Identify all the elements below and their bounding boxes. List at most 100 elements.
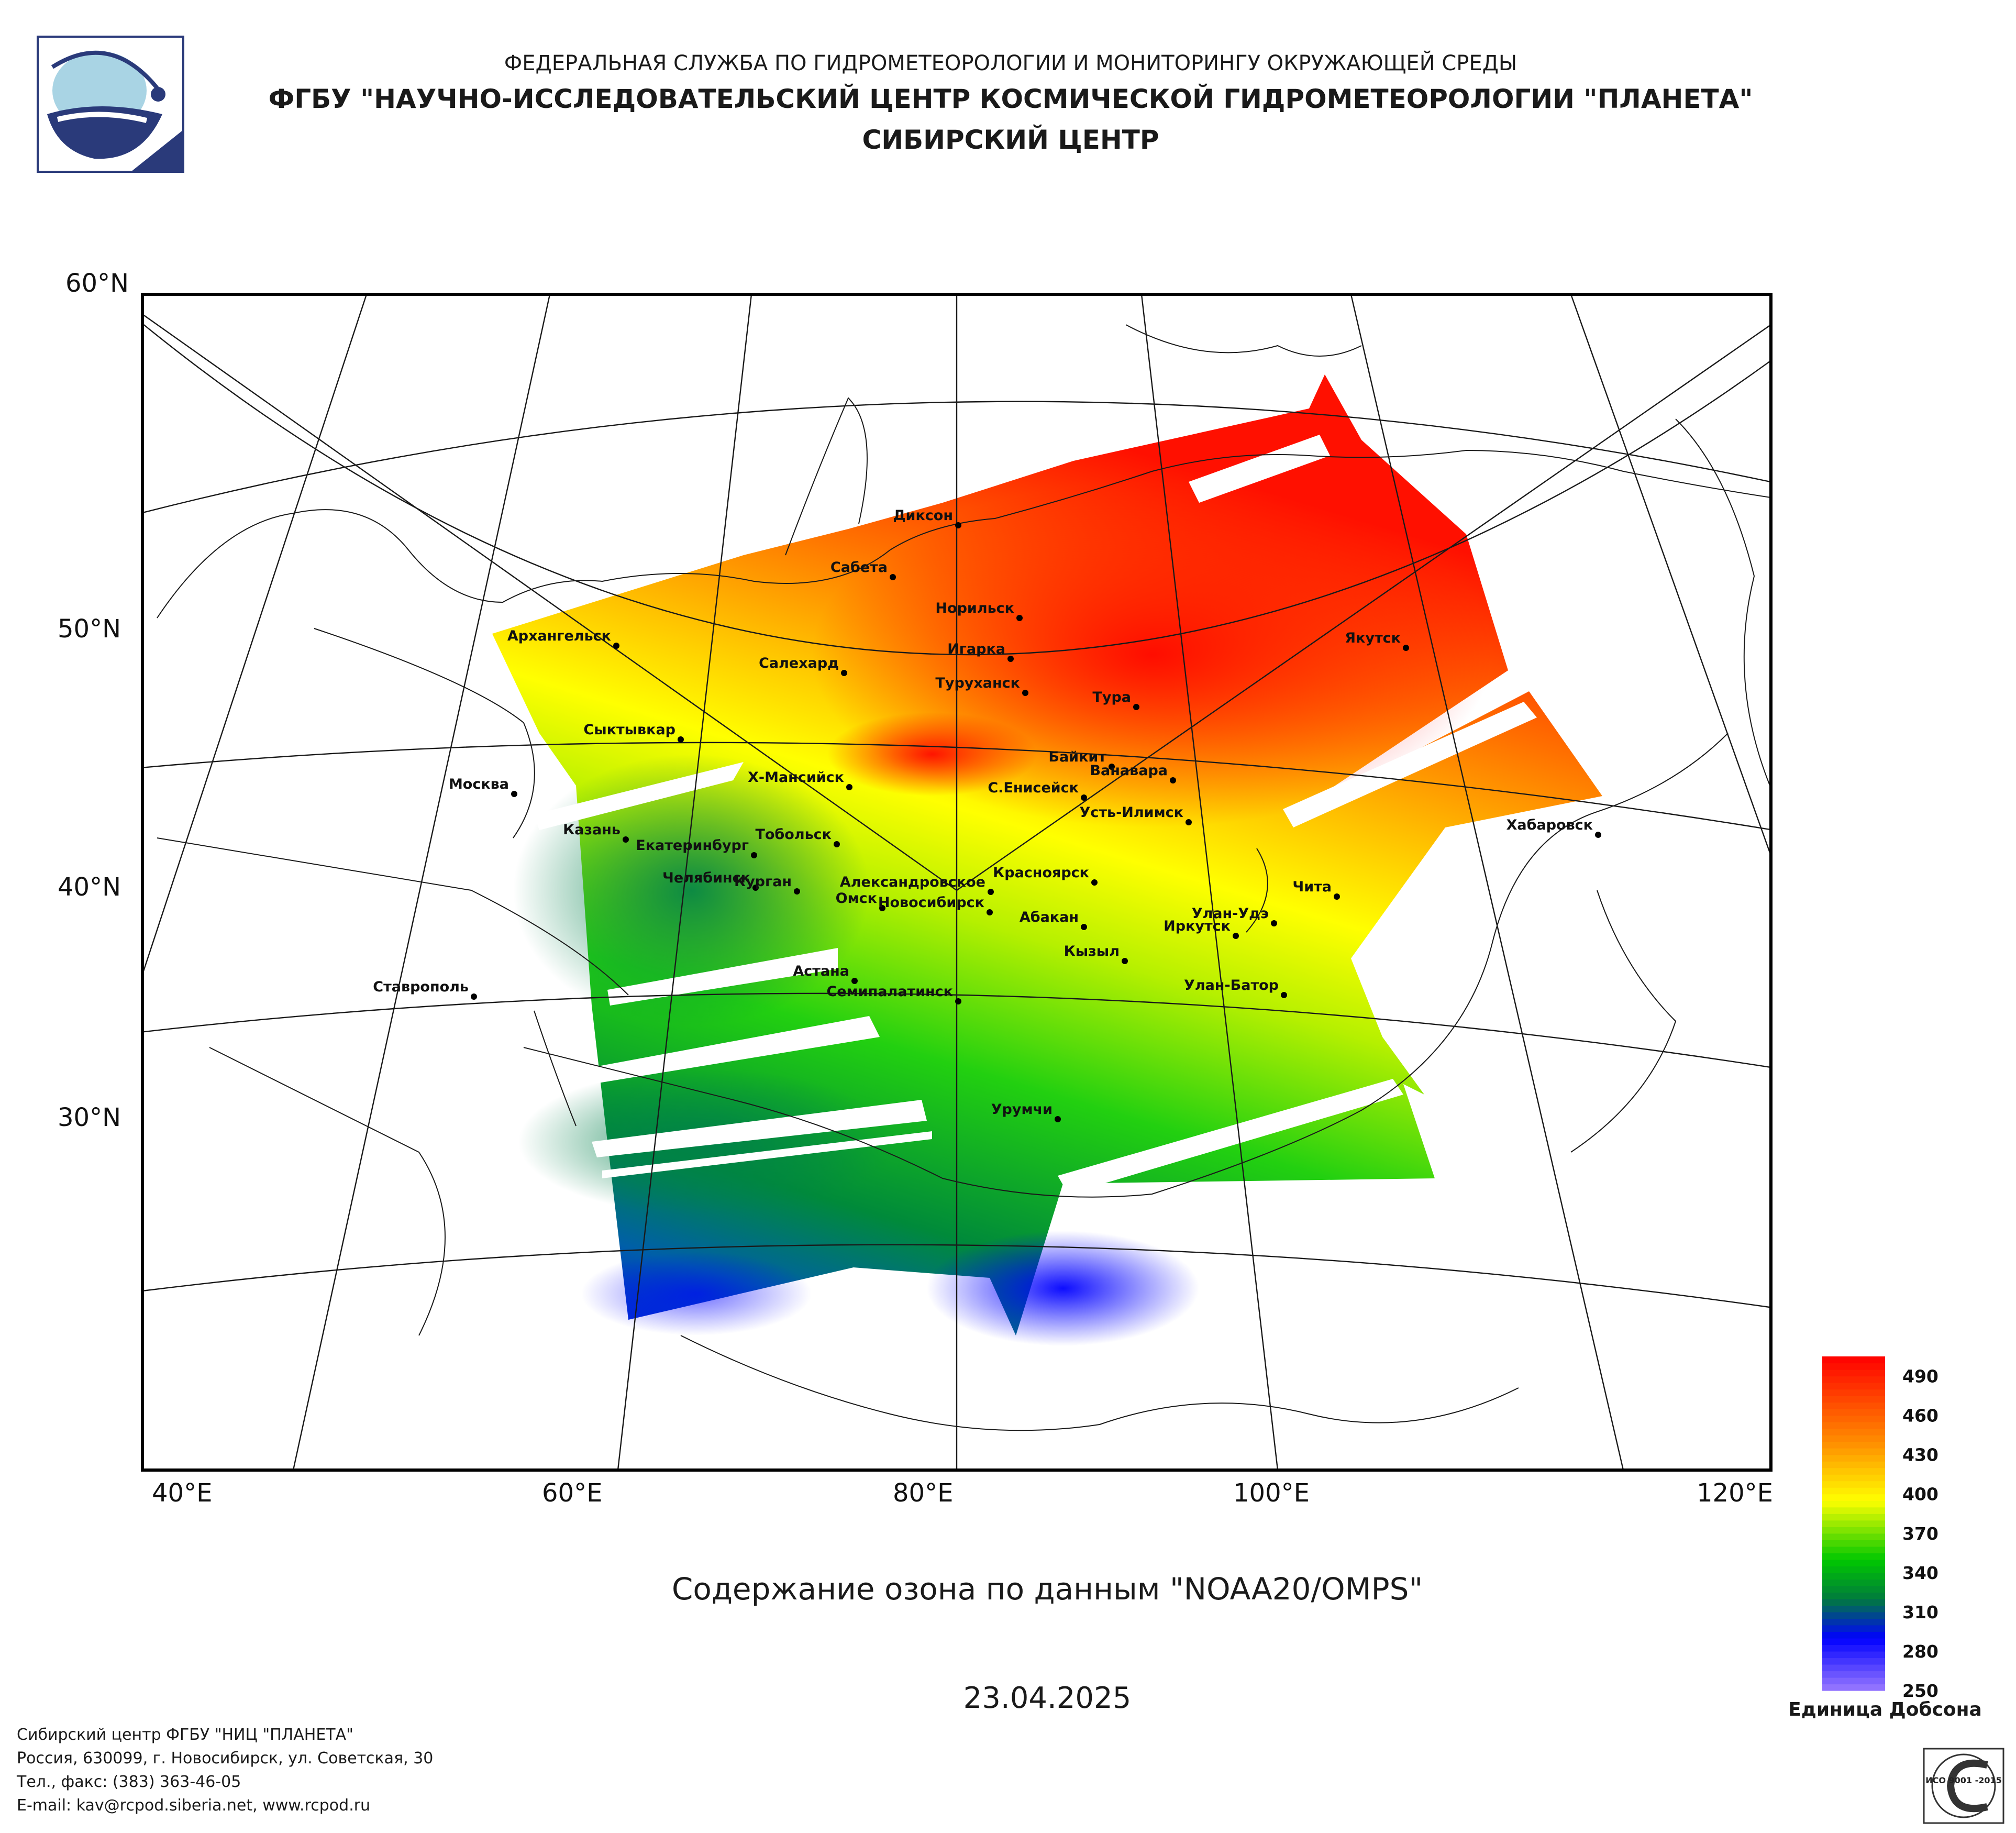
legend-color-step xyxy=(1822,1507,1885,1514)
city-marker: Норильск xyxy=(935,600,1023,621)
legend-tick-label: 310 xyxy=(1902,1602,1939,1622)
iso-text: ИСО 9001 -2015 xyxy=(1925,1775,2002,1785)
city-label: Кызыл xyxy=(1064,943,1120,959)
city-marker: Сыктывкар xyxy=(583,722,684,743)
city-marker: Тура xyxy=(1092,689,1139,710)
latitude-labels: 60°N 50°N 40°N 30°N xyxy=(58,269,129,1132)
city-dot xyxy=(988,889,994,895)
city-dot xyxy=(1055,1116,1061,1122)
city-marker: Новосибирск xyxy=(878,895,993,915)
city-dot xyxy=(1133,704,1139,710)
city-dot xyxy=(1081,924,1087,930)
city-dot xyxy=(1091,879,1098,886)
city-label: Туруханск xyxy=(935,675,1020,691)
city-dot xyxy=(678,736,684,743)
city-label: Курган xyxy=(734,874,792,890)
legend-color-step xyxy=(1822,1441,1885,1449)
city-label: Сабета xyxy=(830,559,888,576)
header-agency: ФЕДЕРАЛЬНАЯ СЛУЖБА ПО ГИДРОМЕТЕОРОЛОГИИ … xyxy=(504,51,1517,75)
legend-color-step xyxy=(1822,1409,1885,1416)
legend-color-step xyxy=(1822,1540,1885,1547)
city-dot xyxy=(834,841,840,847)
legend-color-step xyxy=(1822,1611,1885,1619)
city-label: Тобольск xyxy=(755,826,832,843)
city-marker: Туруханск xyxy=(935,675,1028,696)
legend-color-step xyxy=(1822,1651,1885,1659)
legend-color-step xyxy=(1822,1605,1885,1613)
city-marker: Екатеринбург xyxy=(636,837,757,858)
city-dot xyxy=(841,670,847,676)
header-center: СИБИРСКИЙ ЦЕНТР xyxy=(862,125,1159,155)
legend-tick-label: 460 xyxy=(1902,1406,1939,1426)
city-label: Ванавара xyxy=(1090,763,1168,779)
legend-color-step xyxy=(1822,1579,1885,1586)
city-label: Игарка xyxy=(947,641,1005,657)
city-label: Иркутск xyxy=(1164,918,1231,934)
city-label: Урумчи xyxy=(991,1101,1053,1118)
legend-color-step xyxy=(1822,1618,1885,1626)
legend-color-step xyxy=(1822,1592,1885,1599)
legend-color-step xyxy=(1822,1598,1885,1606)
legend-color-step xyxy=(1822,1527,1885,1534)
city-marker: С.Енисейск xyxy=(988,780,1087,801)
city-label: Челябинск xyxy=(662,870,750,886)
city-marker: Тобольск xyxy=(755,826,840,847)
city-label: Салехард xyxy=(759,655,839,671)
city-dot xyxy=(1170,777,1176,783)
map-data-layer: Диксон Сабета Норильск Игарка Салехард Туруха… xyxy=(142,294,1771,1470)
legend-color-step xyxy=(1822,1566,1885,1573)
legend-color-step xyxy=(1822,1546,1885,1553)
city-dot xyxy=(851,978,858,984)
city-marker: Салехард xyxy=(759,655,847,676)
legend-color-step xyxy=(1822,1454,1885,1462)
legend-color-step xyxy=(1822,1389,1885,1396)
legend-color-step xyxy=(1822,1500,1885,1508)
city-label: Диксон xyxy=(893,507,954,524)
legend-color-step xyxy=(1822,1638,1885,1646)
city-dot xyxy=(751,852,757,858)
city-dot xyxy=(879,905,885,911)
city-marker: Якутск xyxy=(1345,630,1409,651)
legend-color-step xyxy=(1822,1474,1885,1482)
city-label: С.Енисейск xyxy=(988,780,1079,796)
ozone-min-area xyxy=(927,1231,1199,1346)
city-dot xyxy=(511,791,517,797)
city-label: Омск xyxy=(836,890,877,907)
lon-label: 100°E xyxy=(1233,1478,1310,1508)
city-dot xyxy=(1403,645,1409,651)
legend-color-step xyxy=(1822,1402,1885,1409)
lat-label: 30°N xyxy=(58,1103,121,1132)
legend-color-step xyxy=(1822,1370,1885,1377)
city-label: Тура xyxy=(1092,689,1131,705)
city-dot xyxy=(1081,794,1087,801)
legend-color-step xyxy=(1822,1625,1885,1632)
legend-color-step xyxy=(1822,1481,1885,1488)
legend-tick-label: 400 xyxy=(1902,1484,1939,1505)
city-marker: Красноярск xyxy=(993,865,1098,886)
legend-color-step xyxy=(1822,1376,1885,1383)
legend-color-step xyxy=(1822,1383,1885,1390)
city-dot xyxy=(1022,690,1028,696)
city-dot xyxy=(1122,958,1128,964)
legend-color-step xyxy=(1822,1422,1885,1429)
city-label: Улан-Батор xyxy=(1184,977,1279,993)
coastlines xyxy=(157,324,1771,1431)
legend-color-step xyxy=(1822,1684,1885,1691)
city-label: Норильск xyxy=(935,600,1014,616)
city-dot xyxy=(987,909,993,915)
legend-color-step xyxy=(1822,1559,1885,1566)
header-institute: ФГБУ "НАУЧНО-ИССЛЕДОВАТЕЛЬСКИЙ ЦЕНТР КОС… xyxy=(268,84,1753,114)
city-marker: Казань xyxy=(563,822,629,843)
planeta-logo-icon xyxy=(37,36,184,173)
footer-email: E-mail: kav@rcpod.siberia.net, www.rcpod… xyxy=(17,1796,371,1815)
city-marker: Иркутск xyxy=(1164,918,1239,939)
city-marker: Кызыл xyxy=(1064,943,1128,964)
footer-phone: Тел., факс: (383) 363-46-05 xyxy=(17,1773,241,1791)
footer-org: Сибирский центр ФГБУ "НИЦ "ПЛАНЕТА" xyxy=(17,1726,353,1744)
city-marker: Семипалатинск xyxy=(826,984,961,1004)
lon-label: 60°E xyxy=(542,1478,602,1508)
legend-color-step xyxy=(1822,1415,1885,1422)
legend-color-step xyxy=(1822,1644,1885,1652)
